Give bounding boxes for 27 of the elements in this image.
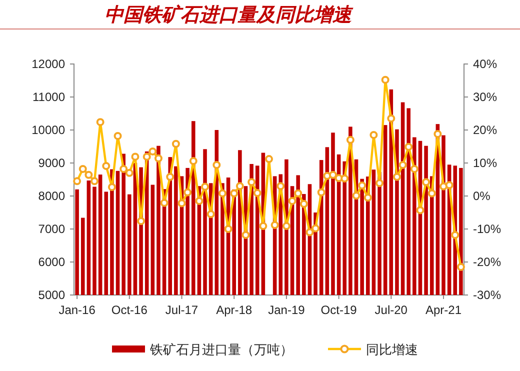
- y2-tick-label: 0%: [473, 188, 491, 203]
- y-tick-label: 7000: [38, 222, 66, 236]
- y-tick-label: 12000: [32, 56, 66, 71]
- x-tick-label: Oct-19: [320, 303, 358, 317]
- legend-label: 铁矿石月进口量（万吨）: [149, 342, 293, 357]
- y2-tick-label: 40%: [473, 56, 498, 71]
- y2-tick-label: -10%: [473, 222, 502, 236]
- x-tick-label: Jul-20: [374, 303, 408, 317]
- x-tick-label: Apr-21: [425, 303, 462, 317]
- legend-label: 同比增速: [366, 342, 418, 357]
- y-tick-label: 10000: [32, 122, 66, 137]
- y2-tick-label: 30%: [473, 90, 498, 104]
- y-tick-label: 8000: [38, 188, 66, 203]
- x-tick-label: Apr-18: [216, 303, 252, 317]
- y-tick-label: 11000: [32, 90, 66, 104]
- x-tick-label: Jan-19: [268, 303, 306, 317]
- y2-tick-label: 10%: [473, 156, 498, 170]
- y-tick-label: 5000: [38, 288, 66, 302]
- x-tick-label: Jul-17: [165, 303, 198, 317]
- chart-title: 中国铁矿石进口量及同比增速: [104, 4, 354, 26]
- y-tick-label: 6000: [38, 254, 66, 269]
- x-tick-label: Oct-16: [111, 303, 148, 317]
- y2-tick-label: -30%: [473, 288, 502, 302]
- y-tick-label: 9000: [38, 156, 66, 170]
- y2-tick-label: -20%: [473, 254, 502, 269]
- x-tick-label: Jan-16: [58, 303, 96, 317]
- y2-tick-label: 20%: [473, 122, 498, 137]
